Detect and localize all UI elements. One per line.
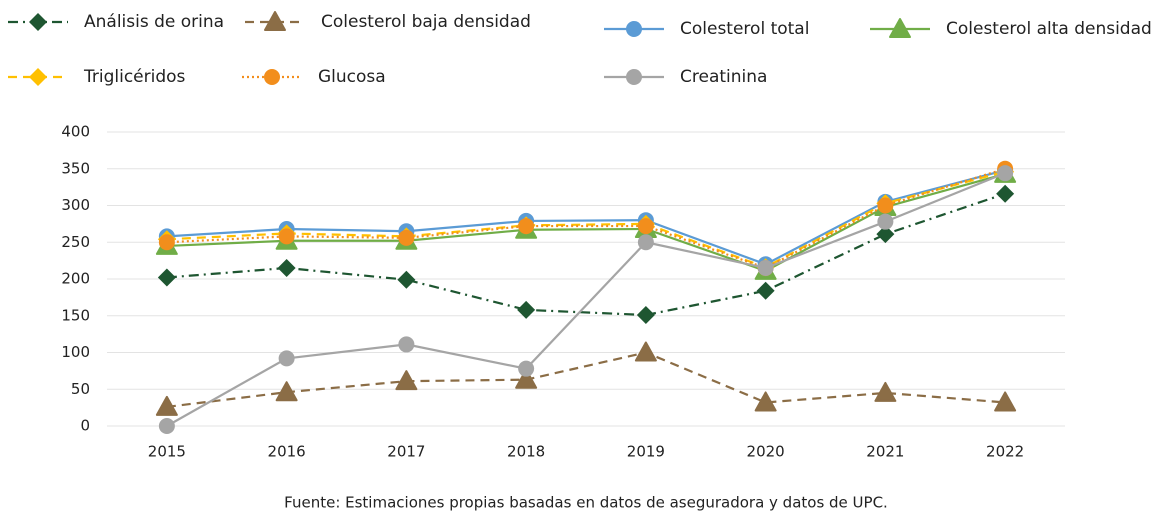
x-tick-label: 2016 <box>268 443 306 461</box>
data-point <box>877 197 894 214</box>
data-point <box>877 213 894 230</box>
data-point <box>395 370 418 391</box>
data-point <box>397 270 416 289</box>
legend-marker <box>29 13 47 31</box>
data-point <box>997 165 1014 182</box>
series-line <box>166 351 1006 408</box>
data-point <box>398 336 415 353</box>
legend-label: Colesterol baja densidad <box>321 12 531 32</box>
series-line <box>166 169 1006 266</box>
legend-marker <box>29 68 47 86</box>
legend-marker <box>626 69 642 85</box>
legend-marker <box>889 18 911 38</box>
y-tick-label: 150 <box>61 306 90 324</box>
legend-label: Triglicéridos <box>83 67 186 87</box>
data-point <box>754 391 777 412</box>
series-line <box>166 172 1006 273</box>
data-point <box>158 234 175 251</box>
y-tick-label: 50 <box>71 380 90 398</box>
data-point <box>517 300 536 319</box>
legend-label: Glucosa <box>318 67 386 87</box>
data-point <box>636 306 655 325</box>
y-tick-label: 400 <box>61 123 90 141</box>
data-point <box>157 268 176 287</box>
legend-marker <box>626 21 642 37</box>
legend-marker <box>264 69 280 85</box>
data-point <box>518 360 535 377</box>
x-tick-label: 2021 <box>866 443 904 461</box>
legend-label: Análisis de orina <box>84 12 224 32</box>
data-point <box>757 259 774 276</box>
data-point <box>634 341 657 362</box>
x-tick-label: 2019 <box>627 443 665 461</box>
legend-marker <box>264 11 286 31</box>
y-tick-label: 0 <box>80 417 90 435</box>
series-line <box>166 172 1006 427</box>
data-point <box>874 381 897 402</box>
y-tick-label: 300 <box>61 196 90 214</box>
legend-label: Colesterol total <box>680 19 809 39</box>
y-tick-label: 200 <box>61 270 90 288</box>
data-point <box>756 281 775 300</box>
data-point <box>275 381 298 402</box>
y-tick-label: 350 <box>61 159 90 177</box>
x-tick-label: 2022 <box>986 443 1024 461</box>
y-tick-label: 100 <box>61 343 90 361</box>
legend-label: Colesterol alta densidad <box>946 19 1152 39</box>
data-point <box>876 225 895 244</box>
y-tick-label: 250 <box>61 233 90 251</box>
legend-label: Creatinina <box>680 67 767 87</box>
series-line <box>166 170 1006 269</box>
data-point <box>515 368 538 389</box>
data-point <box>158 418 175 434</box>
series-line <box>166 192 1006 317</box>
data-point <box>518 218 535 235</box>
data-point <box>398 229 415 246</box>
data-point <box>637 218 654 235</box>
x-tick-label: 2017 <box>387 443 425 461</box>
x-tick-label: 2018 <box>507 443 545 461</box>
data-point <box>278 350 295 367</box>
caption: Fuente: Estimaciones propias basadas en … <box>284 494 888 512</box>
x-tick-label: 2020 <box>747 443 785 461</box>
data-point <box>278 228 295 245</box>
data-point <box>277 258 296 277</box>
x-tick-label: 2015 <box>148 443 186 461</box>
data-point <box>637 234 654 251</box>
data-point <box>994 391 1017 412</box>
data-point <box>996 184 1015 203</box>
data-point <box>155 395 178 416</box>
